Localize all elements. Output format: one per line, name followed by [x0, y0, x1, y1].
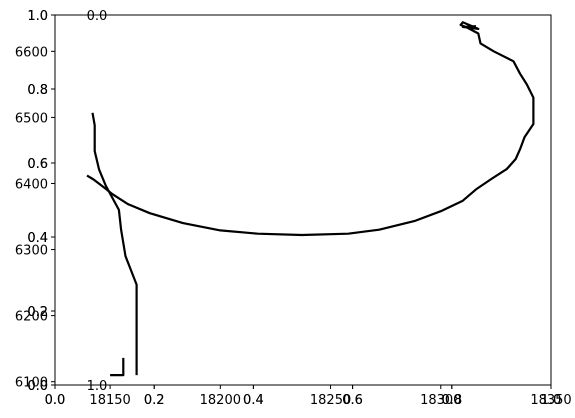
x-tick-label: 18250 [310, 393, 351, 408]
y-tick-label: 0.8 [27, 83, 48, 98]
series-line-2 [91, 112, 138, 376]
y-tick-label: 0.0 [27, 379, 48, 394]
series-line-1 [86, 21, 535, 237]
inner-axis-label: 0.0 [87, 9, 108, 24]
y-tick-label: 1.0 [27, 9, 48, 24]
y-tick-label: 0.6 [27, 157, 48, 172]
series-line-3 [110, 357, 125, 377]
x-tick-label: 18150 [89, 393, 130, 408]
x-tick-label: 18200 [200, 393, 241, 408]
y-tick-label: 0.2 [27, 305, 48, 320]
y-tick-label: 0.0 [27, 379, 48, 394]
y-tick-label: 0.4 [27, 231, 48, 246]
inner-axis-label: 1.0 [87, 379, 108, 394]
y-tick-label: 0.4 [27, 231, 48, 246]
y-tick-label: 6500 [15, 111, 48, 126]
axes-frame [54, 14, 552, 386]
plot-frame [54, 14, 552, 386]
x-tick-label: 1.0 [541, 393, 562, 408]
x-tick-label: 0.6 [342, 393, 363, 408]
y-tick-label: 6200 [15, 310, 48, 325]
x-tick-label: 18300 [420, 393, 461, 408]
x-tick-label: 0.4 [243, 393, 264, 408]
x-tick-label: 1.0 [541, 393, 562, 408]
x-tick-label: 0.8 [441, 393, 462, 408]
y-tick-label: 6600 [15, 45, 48, 60]
y-tick-label: 6400 [15, 177, 48, 192]
x-tick-label: 0.0 [45, 393, 66, 408]
y-tick-label: 0.8 [27, 83, 48, 98]
y-tick-label: 6300 [15, 244, 48, 259]
ticks-layer: 0.0 0.2 0.4 0.6 0.8 1.00.00.20.40.60.81.00.0 0… [15, 9, 572, 408]
x-tick-label: 0.2 [144, 393, 165, 408]
x-tick-label: 0.8 [441, 393, 462, 408]
x-tick-label: 0.2 [144, 393, 165, 408]
x-tick-label: 0.4 [243, 393, 264, 408]
x-tick-label: 0.0 [45, 393, 66, 408]
y-tick-label: 6100 [15, 376, 48, 391]
y-tick-label: 1.0 [27, 9, 48, 24]
x-tick-label: 0.6 [342, 393, 363, 408]
series-layer [86, 21, 535, 377]
y-tick-label: 0.2 [27, 305, 48, 320]
x-tick-label: 18350 [530, 393, 571, 408]
y-tick-label: 0.6 [27, 157, 48, 172]
